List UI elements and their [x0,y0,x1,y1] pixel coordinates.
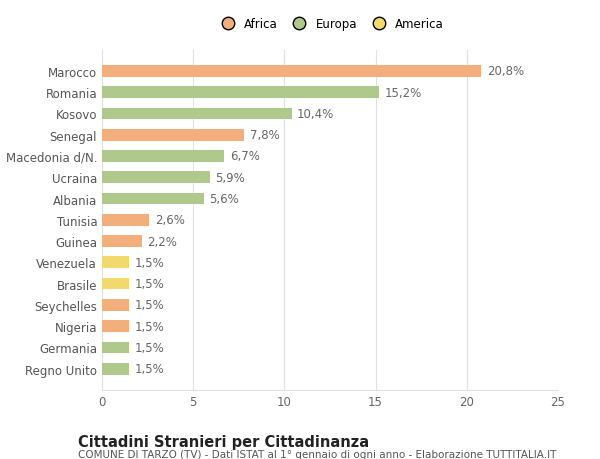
Bar [102,278,130,290]
Legend: Africa, Europa, America: Africa, Europa, America [214,16,446,34]
Text: 2,2%: 2,2% [148,235,178,248]
Text: 1,5%: 1,5% [135,320,164,333]
Text: 1,5%: 1,5% [135,363,164,375]
Text: 1,5%: 1,5% [135,256,164,269]
Text: 20,8%: 20,8% [487,65,524,78]
Bar [102,236,142,247]
Text: 1,5%: 1,5% [135,278,164,291]
Bar [102,66,481,78]
Text: 5,6%: 5,6% [209,193,239,206]
Bar [102,193,204,205]
Bar [102,108,292,120]
Text: 15,2%: 15,2% [385,86,422,100]
Bar [102,342,130,353]
Bar [102,257,130,269]
Bar [102,87,379,99]
Text: 7,8%: 7,8% [250,129,280,142]
Bar [102,214,149,226]
Bar [102,299,130,311]
Text: 5,9%: 5,9% [215,171,245,185]
Text: 1,5%: 1,5% [135,299,164,312]
Bar [102,151,224,162]
Bar [102,172,209,184]
Text: 6,7%: 6,7% [230,150,260,163]
Text: COMUNE DI TARZO (TV) - Dati ISTAT al 1° gennaio di ogni anno - Elaborazione TUTT: COMUNE DI TARZO (TV) - Dati ISTAT al 1° … [78,449,556,459]
Text: 10,4%: 10,4% [297,108,334,121]
Text: 1,5%: 1,5% [135,341,164,354]
Bar [102,363,130,375]
Text: Cittadini Stranieri per Cittadinanza: Cittadini Stranieri per Cittadinanza [78,434,369,449]
Text: 2,6%: 2,6% [155,214,185,227]
Bar [102,129,244,141]
Bar [102,320,130,332]
